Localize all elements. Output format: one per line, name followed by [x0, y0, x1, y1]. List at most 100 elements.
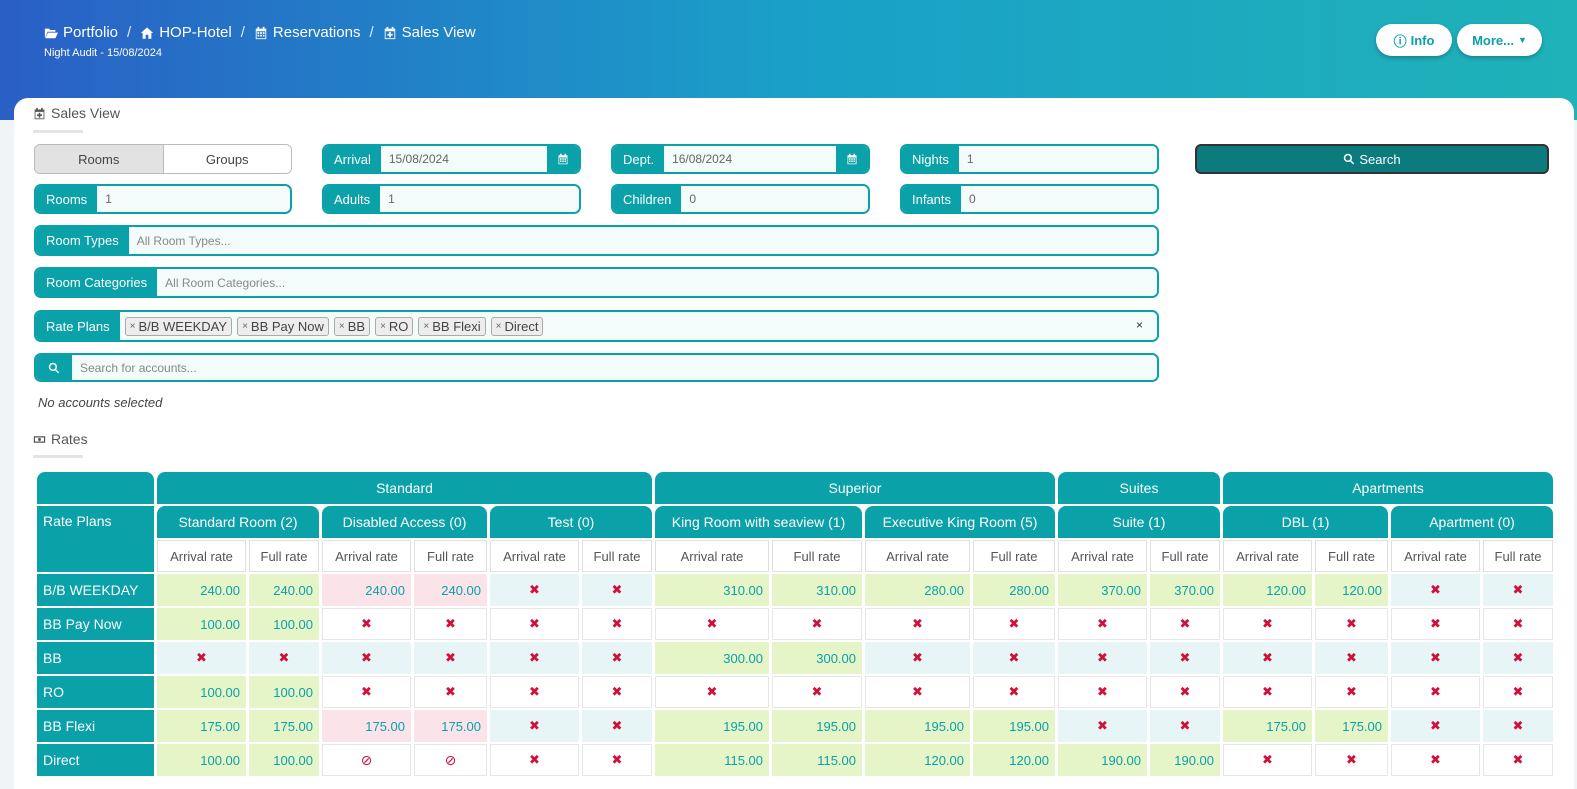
unavailable-icon[interactable]: ✖	[490, 608, 579, 640]
breadcrumb-reservations[interactable]: Reservations	[254, 24, 360, 41]
rate-cell[interactable]: 100.00	[157, 676, 246, 708]
unavailable-icon[interactable]: ✖	[1483, 744, 1553, 776]
adults-input[interactable]: 1	[380, 186, 579, 212]
unavailable-icon[interactable]: ✖	[772, 676, 862, 708]
unavailable-icon[interactable]: ✖	[1483, 676, 1553, 708]
unavailable-icon[interactable]: ✖	[1150, 710, 1220, 742]
unavailable-icon[interactable]: ✖	[1058, 676, 1147, 708]
remove-chip-icon[interactable]: ×	[129, 320, 136, 332]
info-button[interactable]: ⓘ Info	[1376, 24, 1452, 56]
search-button[interactable]: Search	[1195, 144, 1549, 174]
rate-cell[interactable]: 100.00	[249, 676, 319, 708]
rate-cell[interactable]: 175.00	[249, 710, 319, 742]
groups-tab[interactable]: Groups	[163, 145, 291, 173]
unavailable-icon[interactable]: ✖	[1315, 744, 1388, 776]
rooms-tab[interactable]: Rooms	[35, 145, 164, 173]
rate-plan-chip[interactable]: × BB Flexi	[418, 316, 486, 336]
clear-rate-plans-icon[interactable]: ×	[1135, 318, 1143, 332]
unavailable-icon[interactable]: ✖	[973, 676, 1055, 708]
rate-cell[interactable]: 120.00	[973, 744, 1055, 776]
unavailable-icon[interactable]: ✖	[582, 608, 652, 640]
remove-chip-icon[interactable]: ×	[242, 320, 248, 332]
unavailable-icon[interactable]: ✖	[1058, 710, 1147, 742]
unavailable-icon[interactable]: ✖	[1223, 608, 1312, 640]
infants-input[interactable]: 0	[961, 186, 1157, 212]
unavailable-icon[interactable]: ✖	[1058, 642, 1147, 674]
rate-cell[interactable]: 310.00	[772, 574, 862, 606]
unavailable-icon[interactable]: ✖	[1391, 608, 1480, 640]
arrival-calendar-button[interactable]	[547, 146, 579, 172]
remove-chip-icon[interactable]: ×	[338, 320, 345, 332]
unavailable-icon[interactable]: ✖	[655, 608, 769, 640]
room-types-select[interactable]: All Room Types...	[128, 227, 1157, 254]
rate-cell[interactable]: 120.00	[865, 744, 970, 776]
unavailable-icon[interactable]: ✖	[1315, 608, 1388, 640]
rate-cell[interactable]: 120.00	[1223, 574, 1312, 606]
rate-cell[interactable]: 100.00	[249, 608, 319, 640]
rate-plan-chip[interactable]: × B/B WEEKDAY	[124, 316, 233, 336]
rate-plan-chip[interactable]: × BB	[333, 316, 371, 336]
rate-plan-chip[interactable]: × Direct	[490, 316, 544, 336]
unavailable-icon[interactable]: ✖	[865, 642, 970, 674]
unavailable-icon[interactable]: ✖	[1315, 676, 1388, 708]
unavailable-icon[interactable]: ✖	[1391, 710, 1480, 742]
unavailable-icon[interactable]: ✖	[1483, 710, 1553, 742]
rate-cell[interactable]: 115.00	[655, 744, 769, 776]
unavailable-icon[interactable]: ✖	[582, 710, 652, 742]
rate-cell[interactable]: 190.00	[1058, 744, 1147, 776]
rate-cell[interactable]: 195.00	[772, 710, 862, 742]
unavailable-icon[interactable]: ✖	[1483, 642, 1553, 674]
unavailable-icon[interactable]: ✖	[1391, 676, 1480, 708]
rate-cell[interactable]: 100.00	[157, 608, 246, 640]
rate-cell[interactable]: 300.00	[655, 642, 769, 674]
rate-plan-chip[interactable]: × RO	[375, 316, 414, 336]
rate-cell[interactable]: 240.00	[414, 574, 487, 606]
unavailable-icon[interactable]: ✖	[157, 642, 246, 674]
unavailable-icon[interactable]: ✖	[655, 676, 769, 708]
rate-cell[interactable]: 300.00	[772, 642, 862, 674]
unavailable-icon[interactable]: ✖	[1223, 744, 1312, 776]
unavailable-icon[interactable]: ✖	[249, 642, 319, 674]
rate-cell[interactable]: 175.00	[1223, 710, 1312, 742]
arrival-input[interactable]: 15/08/2024	[380, 146, 547, 172]
unavailable-icon[interactable]: ✖	[973, 608, 1055, 640]
unavailable-icon[interactable]: ✖	[490, 574, 579, 606]
rate-cell[interactable]: 100.00	[249, 744, 319, 776]
unavailable-icon[interactable]: ✖	[1391, 574, 1480, 606]
unavailable-icon[interactable]: ✖	[865, 608, 970, 640]
unavailable-icon[interactable]: ✖	[322, 642, 411, 674]
nights-input[interactable]: 1	[958, 146, 1157, 172]
rate-plans-select[interactable]: × B/B WEEKDAY × BB Pay Now × BB × RO × BB Fle…	[119, 312, 1157, 340]
unavailable-icon[interactable]: ✖	[490, 710, 579, 742]
unavailable-icon[interactable]: ✖	[490, 676, 579, 708]
unavailable-icon[interactable]: ✖	[414, 676, 487, 708]
rate-cell[interactable]: 195.00	[865, 710, 970, 742]
rate-cell[interactable]: 280.00	[973, 574, 1055, 606]
rate-cell[interactable]: 100.00	[157, 744, 246, 776]
unavailable-icon[interactable]: ✖	[973, 642, 1055, 674]
unavailable-icon[interactable]: ✖	[1483, 574, 1553, 606]
rate-cell[interactable]: 310.00	[655, 574, 769, 606]
unavailable-icon[interactable]: ✖	[582, 676, 652, 708]
unavailable-icon[interactable]: ✖	[490, 744, 579, 776]
dept-calendar-button[interactable]	[836, 146, 868, 172]
rate-cell[interactable]: 370.00	[1058, 574, 1147, 606]
room-categories-select[interactable]: All Room Categories...	[157, 269, 1157, 296]
unavailable-icon[interactable]: ✖	[582, 744, 652, 776]
unavailable-icon[interactable]: ✖	[1315, 642, 1388, 674]
ban-icon[interactable]: ⊘	[322, 744, 411, 776]
rate-cell[interactable]: 240.00	[322, 574, 411, 606]
breadcrumb-hotel[interactable]: HOP-Hotel	[140, 24, 232, 41]
rooms-input[interactable]: 1	[97, 186, 290, 212]
remove-chip-icon[interactable]: ×	[423, 320, 430, 332]
rate-cell[interactable]: 240.00	[249, 574, 319, 606]
rate-cell[interactable]: 175.00	[157, 710, 246, 742]
ban-icon[interactable]: ⊘	[414, 744, 487, 776]
unavailable-icon[interactable]: ✖	[322, 676, 411, 708]
rate-cell[interactable]: 115.00	[772, 744, 862, 776]
unavailable-icon[interactable]: ✖	[1391, 642, 1480, 674]
children-input[interactable]: 0	[681, 186, 868, 212]
unavailable-icon[interactable]: ✖	[582, 574, 652, 606]
unavailable-icon[interactable]: ✖	[1150, 608, 1220, 640]
unavailable-icon[interactable]: ✖	[1150, 642, 1220, 674]
